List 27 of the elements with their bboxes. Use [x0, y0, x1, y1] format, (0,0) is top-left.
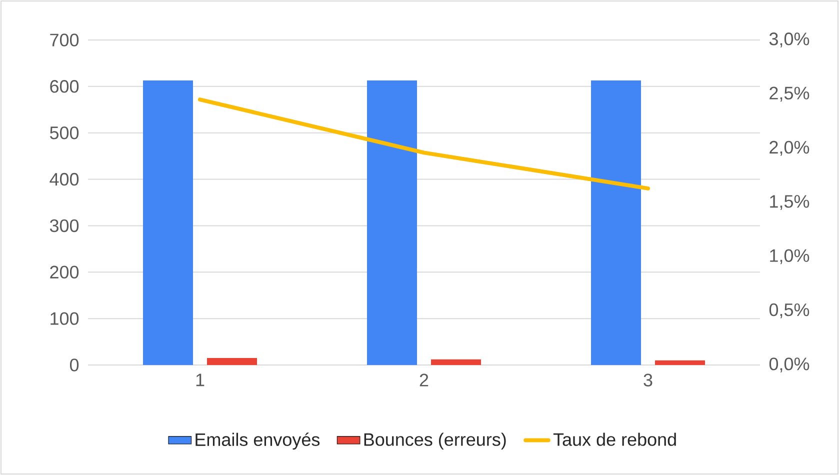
bar	[367, 80, 418, 365]
y2-tick-label: 1,5%	[770, 195, 810, 210]
y2-tick-label: 2,5%	[770, 86, 810, 102]
y-tick-label: 0	[70, 358, 79, 372]
bar	[431, 359, 482, 365]
x-tick-label: 2	[420, 374, 428, 386]
legend-label: Emails envoyés	[196, 432, 320, 450]
y2-tick-label: 2,0%	[770, 140, 810, 156]
bar	[143, 80, 193, 365]
y-tick-label: 500	[50, 126, 79, 140]
x-tick-label: 1	[196, 374, 204, 386]
y-tick-label: 400	[50, 172, 79, 186]
y-tick-label: 600	[50, 80, 79, 93]
y2-tick-label: 1,0%	[770, 249, 810, 264]
y-tick-label: 200	[50, 266, 79, 279]
y-tick-label: 300	[50, 219, 79, 232]
y2-tick-label: 3,0%	[769, 32, 810, 48]
legend-label: Taux de rebond	[553, 432, 676, 446]
bar	[591, 80, 642, 365]
bar	[655, 360, 705, 365]
y2-tick-label: 0,5%	[769, 303, 810, 318]
legend-label: Bounces (erreurs)	[364, 432, 506, 450]
y-tick-label: 100	[50, 312, 79, 325]
y2-tick-label: 0,0%	[769, 358, 810, 372]
y-tick-label: 700	[50, 34, 79, 46]
bar	[207, 358, 257, 365]
x-tick-label: 3	[644, 374, 652, 386]
